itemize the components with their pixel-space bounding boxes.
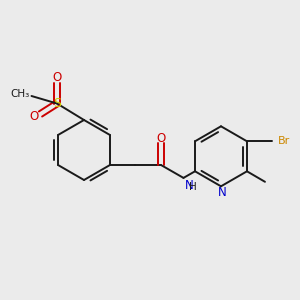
Text: S: S	[53, 97, 61, 110]
Text: O: O	[52, 70, 62, 84]
Text: N: N	[218, 186, 227, 200]
Text: CH₃: CH₃	[11, 88, 30, 99]
Text: Br: Br	[278, 136, 290, 146]
Text: N: N	[185, 179, 194, 192]
Text: O: O	[156, 131, 166, 145]
Text: O: O	[29, 110, 38, 124]
Text: H: H	[189, 182, 197, 193]
